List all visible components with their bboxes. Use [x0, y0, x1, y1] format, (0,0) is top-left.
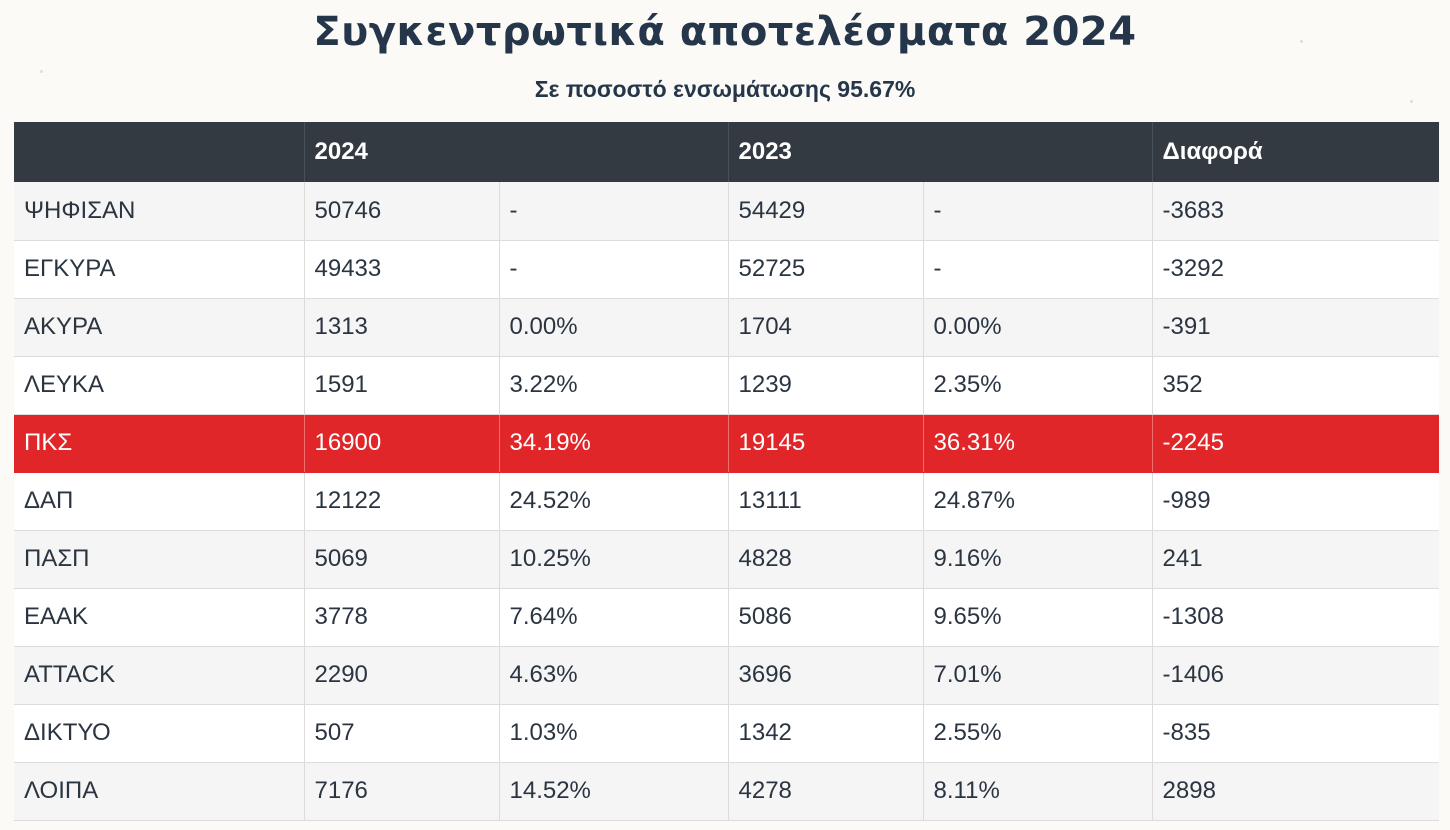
table-header-row: 2024 2023 Διαφορά: [14, 122, 1440, 182]
votes-2023: 54429: [728, 182, 924, 241]
pct-2024: 1.03%: [499, 704, 729, 763]
table-row: ΕΓΚΥΡΑ 49433 - 52725 - -3292: [14, 240, 1440, 299]
table-row: ΑΚΥΡΑ 1313 0.00% 1704 0.00% -391: [14, 298, 1440, 357]
votes-2023: 1704: [728, 298, 924, 357]
votes-2023: 52725: [728, 240, 924, 299]
votes-2023: 4828: [728, 530, 924, 589]
difference: -1308: [1152, 588, 1440, 647]
difference: -989: [1152, 472, 1440, 531]
pct-2023: -: [923, 182, 1153, 241]
table-row: ATTACK 2290 4.63% 3696 7.01% -1406: [14, 646, 1440, 705]
votes-2023: 5086: [728, 588, 924, 647]
pct-2024: 4.63%: [499, 646, 729, 705]
table-row: ΔΙΚΤΥΟ 507 1.03% 1342 2.55% -835: [14, 704, 1440, 763]
background-speck: [1410, 100, 1413, 103]
votes-2023: 13111: [728, 472, 924, 531]
pct-2024: -: [499, 182, 729, 241]
row-label: ΕΓΚΥΡΑ: [14, 240, 305, 299]
table-row-highlighted: ΠΚΣ 16900 34.19% 19145 36.31% -2245: [14, 414, 1440, 473]
pct-2024: 10.25%: [499, 530, 729, 589]
row-label: ΠΚΣ: [14, 414, 305, 473]
pct-2023: 9.16%: [923, 530, 1153, 589]
page-title: Συγκεντρωτικά αποτελέσματα 2024: [313, 9, 1137, 55]
difference: 241: [1152, 530, 1440, 589]
difference: -391: [1152, 298, 1440, 357]
votes-2024: 49433: [304, 240, 500, 299]
table-row: ΨΗΦΙΣΑΝ 50746 - 54429 - -3683: [14, 182, 1440, 241]
pct-2023: 0.00%: [923, 298, 1153, 357]
row-label: ΨΗΦΙΣΑΝ: [14, 182, 305, 241]
votes-2024: 7176: [304, 762, 500, 821]
table-row: ΛΕΥΚΑ 1591 3.22% 1239 2.35% 352: [14, 356, 1440, 415]
pct-2023: 24.87%: [923, 472, 1153, 531]
table-row: ΕΑΑΚ 3778 7.64% 5086 9.65% -1308: [14, 588, 1440, 647]
votes-2024: 507: [304, 704, 500, 763]
votes-2024: 16900: [304, 414, 500, 473]
difference: 352: [1152, 356, 1440, 415]
votes-2024: 1591: [304, 356, 500, 415]
background-speck: [1300, 40, 1303, 43]
difference: -835: [1152, 704, 1440, 763]
row-label: ΔΑΠ: [14, 472, 305, 531]
header-difference: Διαφορά: [1152, 122, 1440, 182]
votes-2024: 50746: [304, 182, 500, 241]
votes-2024: 1313: [304, 298, 500, 357]
votes-2023: 1239: [728, 356, 924, 415]
results-table: 2024 2023 Διαφορά ΨΗΦΙΣΑΝ 50746 - 54429 …: [14, 122, 1440, 821]
difference: -3292: [1152, 240, 1440, 299]
table-row: ΛΟΙΠΑ 7176 14.52% 4278 8.11% 2898: [14, 762, 1440, 821]
difference: -1406: [1152, 646, 1440, 705]
pct-2023: 7.01%: [923, 646, 1153, 705]
votes-2024: 5069: [304, 530, 500, 589]
votes-2023: 19145: [728, 414, 924, 473]
votes-2024: 2290: [304, 646, 500, 705]
pct-2024: 24.52%: [499, 472, 729, 531]
row-label: ΠΑΣΠ: [14, 530, 305, 589]
row-label: ΔΙΚΤΥΟ: [14, 704, 305, 763]
table-row: ΔΑΠ 12122 24.52% 13111 24.87% -989: [14, 472, 1440, 531]
pct-2023: 36.31%: [923, 414, 1153, 473]
row-label: ΛΕΥΚΑ: [14, 356, 305, 415]
header-2023: 2023: [728, 122, 1153, 182]
votes-2023: 3696: [728, 646, 924, 705]
pct-2024: 3.22%: [499, 356, 729, 415]
votes-2024: 12122: [304, 472, 500, 531]
pct-2023: 9.65%: [923, 588, 1153, 647]
pct-2023: -: [923, 240, 1153, 299]
pct-2024: 14.52%: [499, 762, 729, 821]
pct-2023: 2.55%: [923, 704, 1153, 763]
difference: 2898: [1152, 762, 1440, 821]
row-label: ΑΚΥΡΑ: [14, 298, 305, 357]
pct-2024: 34.19%: [499, 414, 729, 473]
table-row: ΠΑΣΠ 5069 10.25% 4828 9.16% 241: [14, 530, 1440, 589]
header-label: [14, 122, 305, 182]
difference: -2245: [1152, 414, 1440, 473]
row-label: ATTACK: [14, 646, 305, 705]
difference: -3683: [1152, 182, 1440, 241]
pct-2023: 8.11%: [923, 762, 1153, 821]
votes-2023: 4278: [728, 762, 924, 821]
background-speck: [40, 70, 43, 73]
row-label: ΛΟΙΠΑ: [14, 762, 305, 821]
row-label: ΕΑΑΚ: [14, 588, 305, 647]
votes-2023: 1342: [728, 704, 924, 763]
votes-2024: 3778: [304, 588, 500, 647]
pct-2024: -: [499, 240, 729, 299]
pct-2023: 2.35%: [923, 356, 1153, 415]
header-2024: 2024: [304, 122, 729, 182]
page-subtitle: Σε ποσοστό ενσωμάτωσης 95.67%: [534, 76, 916, 102]
pct-2024: 7.64%: [499, 588, 729, 647]
pct-2024: 0.00%: [499, 298, 729, 357]
